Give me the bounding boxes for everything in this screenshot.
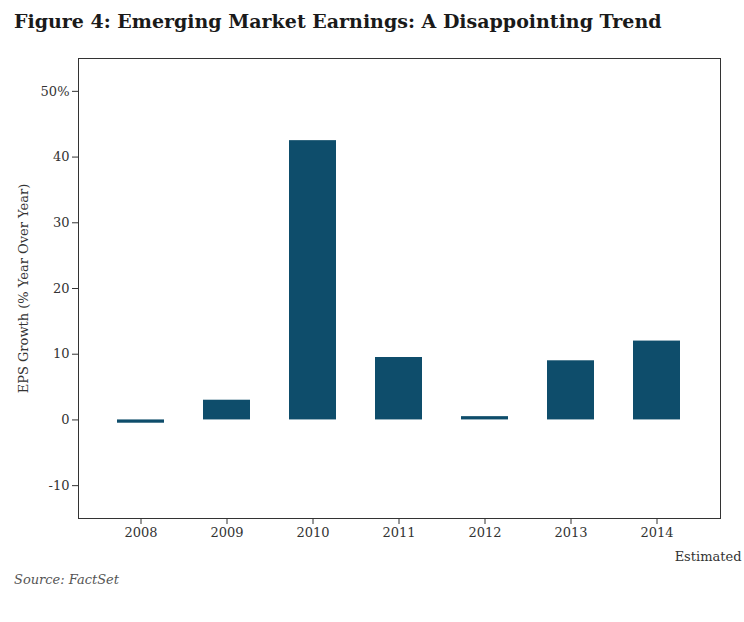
svg-text:0: 0 — [61, 412, 69, 427]
svg-text:2010: 2010 — [296, 525, 329, 540]
svg-text:50%: 50% — [41, 84, 70, 99]
svg-text:2009: 2009 — [210, 525, 243, 540]
html-text:Source: FactSet: Source: FactSet — [14, 572, 119, 587]
svg-text:40: 40 — [53, 149, 70, 164]
svg-text:20: 20 — [53, 281, 70, 296]
svg-text:10: 10 — [53, 346, 70, 361]
svg-text:Estimated: Estimated — [675, 549, 742, 564]
svg-text:-10: -10 — [49, 478, 70, 493]
svg-text:2011: 2011 — [382, 525, 415, 540]
svg-text:30: 30 — [53, 215, 70, 230]
svg-text:2013: 2013 — [554, 525, 587, 540]
svg-text:EPS Growth (% Year Over Year): EPS Growth (% Year Over Year) — [16, 184, 31, 394]
html-text:Figure 4: Emerging Market Earn: Figure 4: Emerging Market Earnings: A Di… — [14, 10, 662, 32]
svg-text:2012: 2012 — [468, 525, 501, 540]
svg-text:2014: 2014 — [640, 525, 673, 540]
svg-text:2008: 2008 — [124, 525, 157, 540]
